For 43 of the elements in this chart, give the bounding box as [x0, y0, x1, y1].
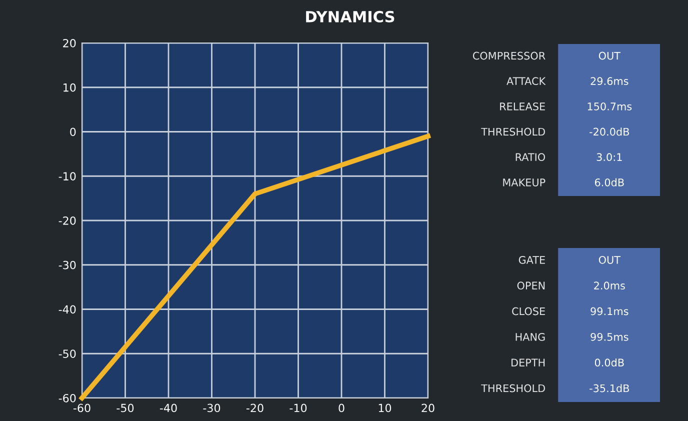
y-tick-label: 0	[70, 128, 76, 136]
text: ATTACK	[506, 77, 546, 86]
text: OUT	[598, 52, 621, 60]
text: 150.7ms	[588, 102, 632, 110]
y-tick-label: 10	[64, 83, 76, 92]
text: OUT	[598, 256, 621, 264]
y-tick-label: 20	[63, 38, 76, 48]
text: CLOSE	[512, 307, 545, 316]
chart-title: DYNAMICS	[306, 10, 394, 22]
x-tick-label: -60	[73, 404, 90, 412]
text: 29.6ms	[590, 77, 628, 86]
text: RELEASE	[500, 102, 545, 110]
x-tick-label: -20	[246, 404, 264, 412]
x-tick-label: 20	[422, 404, 434, 412]
text: RATIO	[516, 153, 546, 162]
text: 3.0:1	[596, 153, 622, 162]
y-tick-label: -30	[58, 260, 76, 270]
text: MAKEUP	[503, 178, 546, 186]
x-tick-label: 10	[378, 404, 392, 412]
text: 99.5ms	[590, 332, 628, 341]
x-tick-label: -30	[203, 404, 220, 412]
text: HANG	[516, 332, 545, 341]
x-tick-label: -50	[116, 404, 134, 412]
text: -35.1dB	[590, 384, 630, 392]
y-tick-label: -20	[58, 216, 76, 225]
text: GATE	[518, 256, 545, 264]
text: THRESHOLD	[481, 128, 545, 136]
text: 0.0dB	[594, 358, 624, 367]
text: COMPRESSOR	[472, 52, 546, 60]
text: DEPTH	[512, 358, 545, 366]
text: 2.0ms	[594, 282, 625, 290]
y-tick-label: -40	[58, 305, 76, 314]
y-tick-label: -60	[58, 394, 76, 402]
y-tick-label: -10	[58, 172, 76, 181]
x-tick-label: 0	[338, 404, 344, 412]
text: THRESHOLD	[481, 384, 545, 392]
x-tick-label: -40	[160, 404, 177, 412]
y-tick-label: -50	[58, 350, 76, 358]
text: OPEN	[517, 282, 545, 290]
text: -20.0dB	[590, 128, 630, 136]
text: 6.0dB	[594, 178, 624, 186]
x-tick-label: -10	[290, 404, 307, 412]
text: 99.1ms	[590, 307, 628, 316]
